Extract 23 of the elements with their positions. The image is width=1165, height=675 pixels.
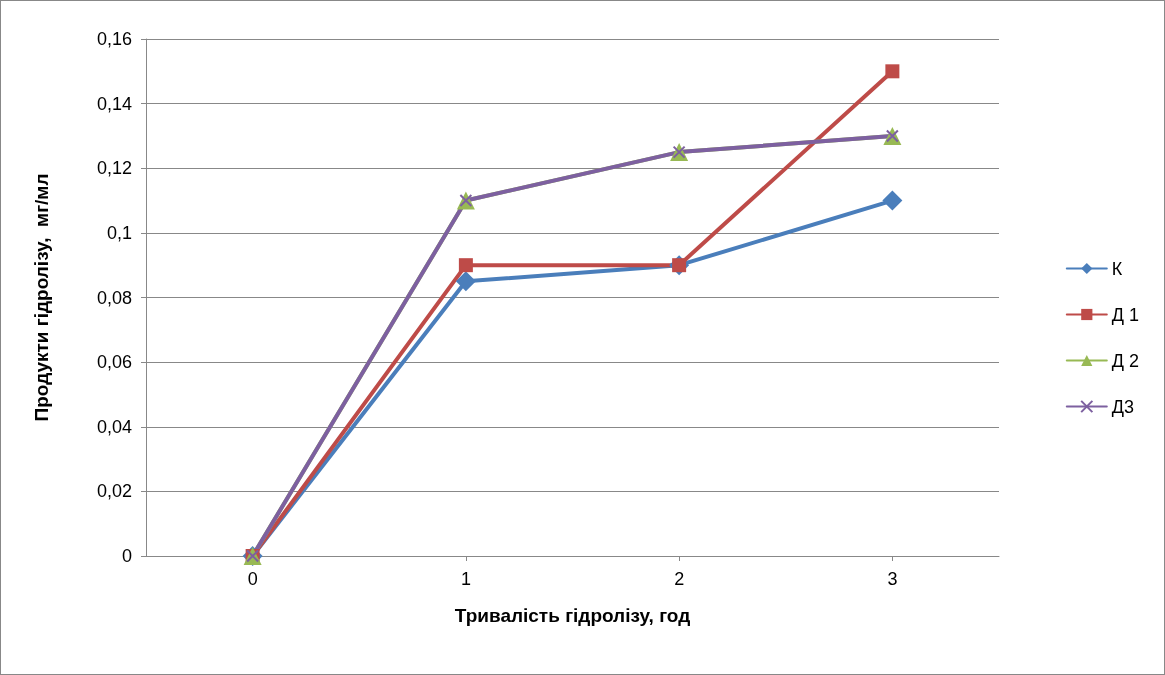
legend-label: Д 1 (1111, 304, 1139, 325)
legend-label: К (1111, 258, 1123, 279)
x-tick-label: 2 (674, 569, 685, 589)
y-axis-title: Продукти гідролізу, мг/мл (31, 173, 52, 422)
legend-label: Д 2 (1111, 350, 1139, 371)
x-tick-label: 3 (887, 569, 898, 589)
y-tick-label: 0 (121, 546, 132, 566)
legend-label: Д3 (1111, 396, 1134, 417)
point (882, 190, 903, 211)
point (458, 258, 473, 273)
x-axis-title: Тривалість гідролізу, год (454, 605, 691, 626)
y-tick-label: 0,06 (96, 352, 132, 373)
y-tick-label: 0,1 (106, 222, 132, 243)
y-tick-label: 0,04 (96, 416, 132, 437)
x-tick-label: 1 (460, 569, 471, 589)
point (885, 64, 900, 79)
y-tick-label: 0,12 (96, 158, 132, 179)
y-tick-label: 0,08 (96, 287, 132, 308)
x-tick-label: 0 (247, 569, 258, 589)
y-tick-label: 0,16 (96, 29, 132, 49)
point (455, 271, 476, 292)
y-tick-label: 0,14 (96, 93, 132, 114)
y-tick-label: 0,02 (96, 481, 132, 502)
